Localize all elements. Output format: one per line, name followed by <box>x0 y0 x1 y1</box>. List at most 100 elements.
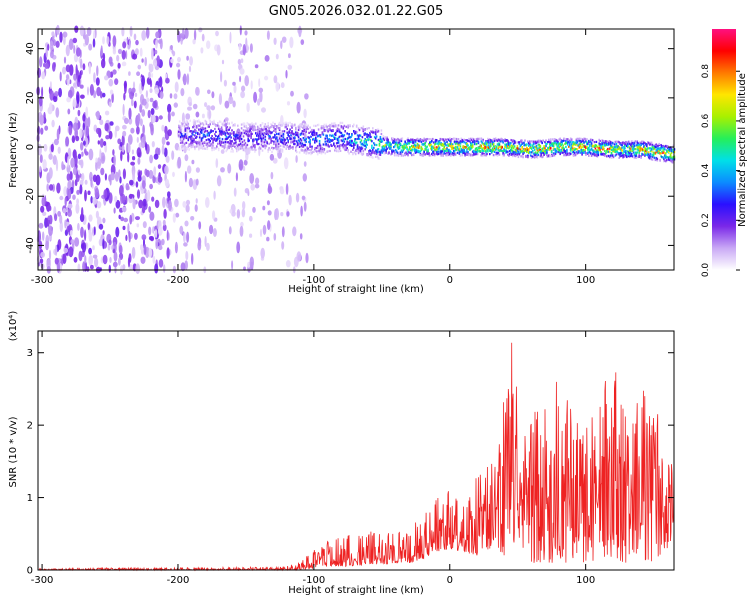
spectrogram-ridge-cell <box>313 124 315 127</box>
spectrogram-ridge-cell <box>587 147 589 150</box>
spectrogram-noise-blob <box>183 231 186 243</box>
spectrogram-ridge-cell <box>200 138 203 141</box>
spectrogram-ridge-cell <box>431 140 433 143</box>
spectrogram-ridge-cell <box>280 138 283 141</box>
spectrogram-noise-blob <box>193 29 197 41</box>
spectrogram-ridge-cell <box>495 153 498 156</box>
spectrogram-ridge-cell <box>477 147 480 150</box>
spectrogram-ridge-cell <box>538 148 541 151</box>
spectrogram-ridge-cell <box>245 145 248 148</box>
spectrogram-ridge-cell <box>458 143 461 146</box>
spectrogram-ridge-cell <box>259 135 262 138</box>
spectrogram-ridge-cell <box>558 146 561 149</box>
spectrogram-ridge-cell <box>495 139 498 142</box>
spectrogram-ridge-cell <box>199 122 202 125</box>
spectrogram-ridge-cell <box>240 138 243 141</box>
spectrogram-noise-blob <box>70 239 75 245</box>
spectrogram-ridge-cell <box>343 140 346 143</box>
spectrogram-noise-blob <box>122 124 127 130</box>
spectrogram-ridge-cell <box>225 126 228 130</box>
spectrogram-noise-blob <box>166 141 170 146</box>
y-tick-label: 20 <box>25 91 36 104</box>
spectrogram-ridge-cell <box>264 135 267 138</box>
spectrogram-ridge-cell <box>232 132 234 135</box>
spectrogram-ridge-cell <box>187 125 190 128</box>
spectrogram-noise-blob <box>303 108 307 119</box>
spectrogram-ridge-cell <box>622 154 624 157</box>
spectrogram-ridge-cell <box>509 145 511 148</box>
spectrogram-ridge-cell <box>461 138 464 142</box>
spectrogram-ridge-cell <box>645 148 647 151</box>
spectrogram-ridge-cell <box>185 135 188 138</box>
spectrogram-ridge-cell <box>495 146 498 149</box>
spectrogram-noise-blob <box>154 263 159 274</box>
spectrogram-ridge-cell <box>296 131 299 134</box>
spectrogram-ridge-cell <box>356 144 359 147</box>
spectrogram-noise-blob <box>75 64 78 76</box>
spectrogram-ridge-cell <box>224 138 227 141</box>
spectrogram-noise-blob <box>109 257 112 263</box>
spectrogram-noise-blob <box>84 151 89 156</box>
spectrogram-ridge-cell <box>183 134 186 137</box>
spectrogram-noise-blob <box>134 232 138 240</box>
spectrogram-noise-blob <box>128 233 131 243</box>
spectrogram-ridge-cell <box>278 121 281 124</box>
spectrogram-ridge-cell <box>203 141 206 144</box>
spectrogram-noise-blob <box>77 109 81 117</box>
spectrogram-ridge-cell <box>207 131 210 134</box>
spectrogram-ridge-cell <box>293 137 295 140</box>
spectrogram-ridge-cell <box>209 123 211 126</box>
spectrogram-ridge-cell <box>339 131 342 134</box>
spectrogram-ridge-cell <box>185 146 188 150</box>
spectrogram-noise-blob <box>257 98 261 106</box>
spectrogram-ridge-cell <box>344 148 346 152</box>
spectrogram-noise-blob <box>182 27 185 38</box>
spectrogram-ridge-cell <box>437 147 440 151</box>
spectrogram-ridge-cell <box>288 147 290 150</box>
spectrogram-ridge-cell <box>565 139 567 143</box>
spectrogram-ridge-cell <box>229 134 231 137</box>
spectrogram-ridge-cell <box>247 135 249 138</box>
spectrogram-ridge-cell <box>572 154 575 157</box>
spectrogram-ridge-cell <box>542 155 544 158</box>
spectrogram-noise-blob <box>79 25 85 37</box>
spectrogram-ridge-cell <box>578 145 581 149</box>
spectrogram-ridge-cell <box>504 150 506 153</box>
spectrogram-ridge-cell <box>217 127 220 130</box>
spectrogram-ridge-cell <box>384 136 386 139</box>
spectrogram-ridge-cell <box>558 149 561 152</box>
spectrogram-ridge-cell <box>383 145 386 148</box>
spectrogram-ridge-cell <box>371 156 373 159</box>
spectrogram-ridge-cell <box>421 148 424 151</box>
spectrogram-ridge-cell <box>239 147 242 150</box>
spectrogram-ridge-cell <box>213 122 215 126</box>
spectrogram-ridge-cell <box>644 154 646 157</box>
spectrogram-ridge-cell <box>427 148 429 151</box>
spectrogram-noise-blob <box>132 198 136 210</box>
x-tick-label: -200 <box>167 575 190 586</box>
spectrogram-ridge-cell <box>666 159 668 162</box>
spectrogram-ridge-cell <box>397 138 400 141</box>
spectrogram-noise-blob <box>161 238 165 246</box>
spectrogram-noise-blob <box>62 253 67 264</box>
spectrogram-ridge-cell <box>672 144 675 147</box>
spectrogram-ridge-cell <box>227 128 229 131</box>
spectrogram-ridge-cell <box>325 123 327 126</box>
spectrogram-ridge-cell <box>340 125 343 128</box>
spectrogram-ridge-cell <box>365 146 367 149</box>
spectrogram-noise-blob <box>88 62 92 75</box>
spectrogram-ridge-cell <box>393 146 395 149</box>
spectrogram-ridge-cell <box>608 150 610 153</box>
spectrogram-ridge-cell <box>656 144 659 148</box>
spectrogram-ridge-cell <box>368 138 370 141</box>
spectrogram-ridge-cell <box>452 152 455 155</box>
spectrogram-ridge-cell <box>540 154 542 157</box>
spectrogram-ridge-cell <box>495 151 498 154</box>
spectrogram-ridge-cell <box>503 150 505 153</box>
spectrogram-ridge-cell <box>325 144 327 147</box>
spectrogram-ridge-cell <box>628 146 631 149</box>
spectrogram-ridge-cell <box>654 146 657 149</box>
spectrogram-ridge-cell <box>347 143 349 146</box>
spectrogram-ridge-cell <box>665 154 667 158</box>
spectrogram-ridge-cell <box>295 145 298 148</box>
